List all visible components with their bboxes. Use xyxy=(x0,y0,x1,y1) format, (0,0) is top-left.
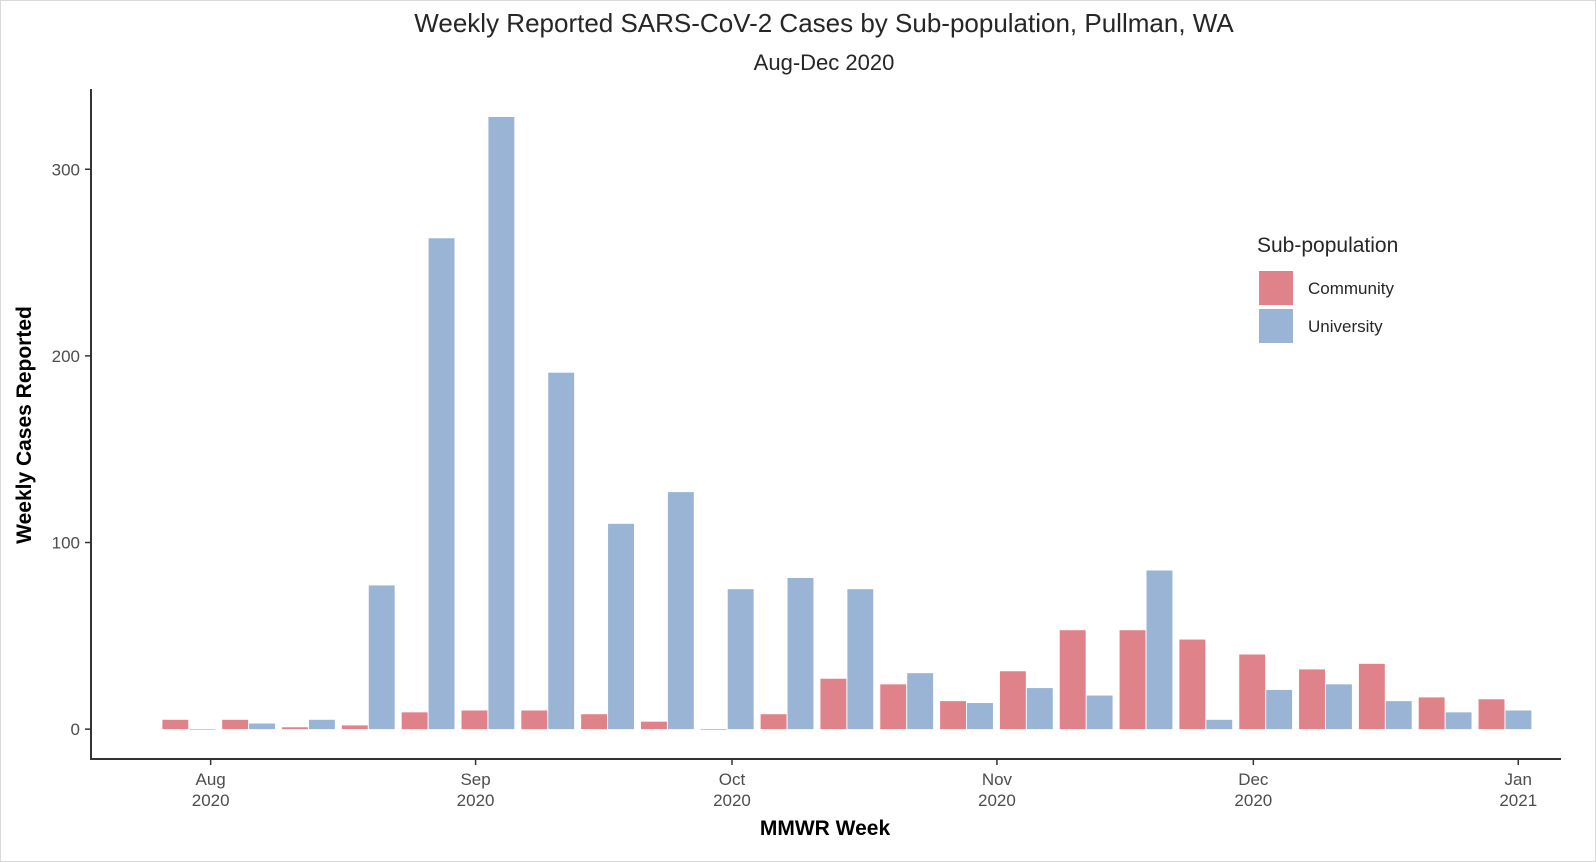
bar-university-2020-10-18 xyxy=(907,673,934,730)
bar-community-2020-08-09 xyxy=(282,727,308,730)
legend-swatch-community xyxy=(1259,271,1293,305)
y-axis-title: Weekly Cases Reported xyxy=(13,306,36,544)
x-tick-label-year: 2020 xyxy=(457,791,495,810)
x-tick-label-month: Aug xyxy=(196,770,226,789)
bar-university-2020-11-01 xyxy=(1026,688,1053,730)
bar-university-2020-12-13 xyxy=(1385,701,1412,730)
bar-university-2020-09-20 xyxy=(667,492,694,730)
chart-subtitle: Aug-Dec 2020 xyxy=(754,50,895,75)
bar-university-2020-11-15 xyxy=(1146,570,1173,730)
x-tick-label-month: Sep xyxy=(460,770,490,789)
bar-university-2020-12-20 xyxy=(1445,712,1472,730)
bar-university-2020-08-09 xyxy=(308,719,335,730)
bar-university-2020-09-06 xyxy=(548,372,575,730)
chart-title: Weekly Reported SARS-CoV-2 Cases by Sub-… xyxy=(414,8,1234,38)
x-axis-title: MMWR Week xyxy=(760,817,891,840)
bar-community-2020-12-06 xyxy=(1299,669,1325,730)
bar-community-2020-08-02 xyxy=(222,719,249,730)
legend-swatch-university xyxy=(1259,309,1293,343)
y-tick-label: 0 xyxy=(71,720,80,739)
bar-university-2020-08-30 xyxy=(488,116,515,730)
bar-university-2020-09-13 xyxy=(608,523,634,730)
y-axis-ticks: 0 100 200 300 xyxy=(52,160,91,739)
bar-university-2020-10-11 xyxy=(847,589,874,730)
bar-community-2020-08-30 xyxy=(461,710,488,730)
bar-university-2020-10-25 xyxy=(967,703,993,730)
x-tick-label-month: Oct xyxy=(719,770,746,789)
bar-university-2020-08-23 xyxy=(428,238,455,730)
y-tick-label: 200 xyxy=(52,347,80,366)
bar-university-2020-09-27 xyxy=(727,589,754,730)
bars-group xyxy=(162,116,1532,730)
bar-community-2020-08-23 xyxy=(401,712,428,730)
x-tick-label-month: Dec xyxy=(1238,770,1269,789)
bar-university-2020-08-16 xyxy=(368,585,395,730)
bar-community-2020-10-18 xyxy=(880,684,907,730)
x-tick-label-month: Jan xyxy=(1505,770,1532,789)
x-tick-label-year: 2020 xyxy=(192,791,230,810)
bar-university-2020-12-06 xyxy=(1325,684,1352,730)
x-tick-label-year: 2021 xyxy=(1499,791,1537,810)
bar-community-2020-08-16 xyxy=(341,725,368,730)
bar-community-2020-09-06 xyxy=(521,710,548,730)
bar-university-2020-11-08 xyxy=(1086,695,1113,730)
x-axis-ticks: Aug 2020 Sep 2020 Oct 2020 Nov 2020 Dec 2020 Jan 20… xyxy=(192,759,1537,810)
bar-university-2020-12-27 xyxy=(1505,710,1532,730)
bar-community-2020-12-13 xyxy=(1358,663,1385,730)
bar-community-2020-10-11 xyxy=(820,678,847,730)
bar-community-2020-10-04 xyxy=(760,714,787,730)
bar-community-2020-11-08 xyxy=(1059,630,1086,730)
bar-community-2020-11-29 xyxy=(1239,654,1266,730)
bar-community-2020-11-15 xyxy=(1119,630,1146,730)
bar-community-2020-09-20 xyxy=(640,721,667,730)
legend: Sub-population Community University xyxy=(1257,234,1398,343)
bar-community-2020-07-26 xyxy=(162,719,189,730)
bar-university-2020-10-04 xyxy=(787,577,814,730)
x-tick-label-year: 2020 xyxy=(713,791,751,810)
y-tick-label: 100 xyxy=(52,534,80,553)
bar-community-2020-12-20 xyxy=(1418,697,1445,730)
bar-community-2020-11-22 xyxy=(1179,639,1206,730)
bar-university-2020-08-02 xyxy=(249,723,276,730)
legend-label-university: University xyxy=(1308,317,1383,336)
y-tick-label: 300 xyxy=(52,160,80,179)
legend-label-community: Community xyxy=(1308,279,1394,298)
x-tick-label-year: 2020 xyxy=(978,791,1016,810)
legend-title: Sub-population xyxy=(1257,234,1398,257)
bar-university-2020-11-22 xyxy=(1206,719,1233,730)
bar-university-2020-11-29 xyxy=(1266,689,1293,730)
x-tick-label-month: Nov xyxy=(982,770,1013,789)
bar-community-2020-10-25 xyxy=(940,701,967,730)
bar-community-2020-12-27 xyxy=(1478,699,1505,730)
bar-university-2020-07-26 xyxy=(189,729,216,730)
bar-community-2020-09-27 xyxy=(700,729,727,730)
bar-community-2020-09-13 xyxy=(581,714,608,730)
x-tick-label-year: 2020 xyxy=(1234,791,1272,810)
bar-community-2020-11-01 xyxy=(999,671,1026,730)
